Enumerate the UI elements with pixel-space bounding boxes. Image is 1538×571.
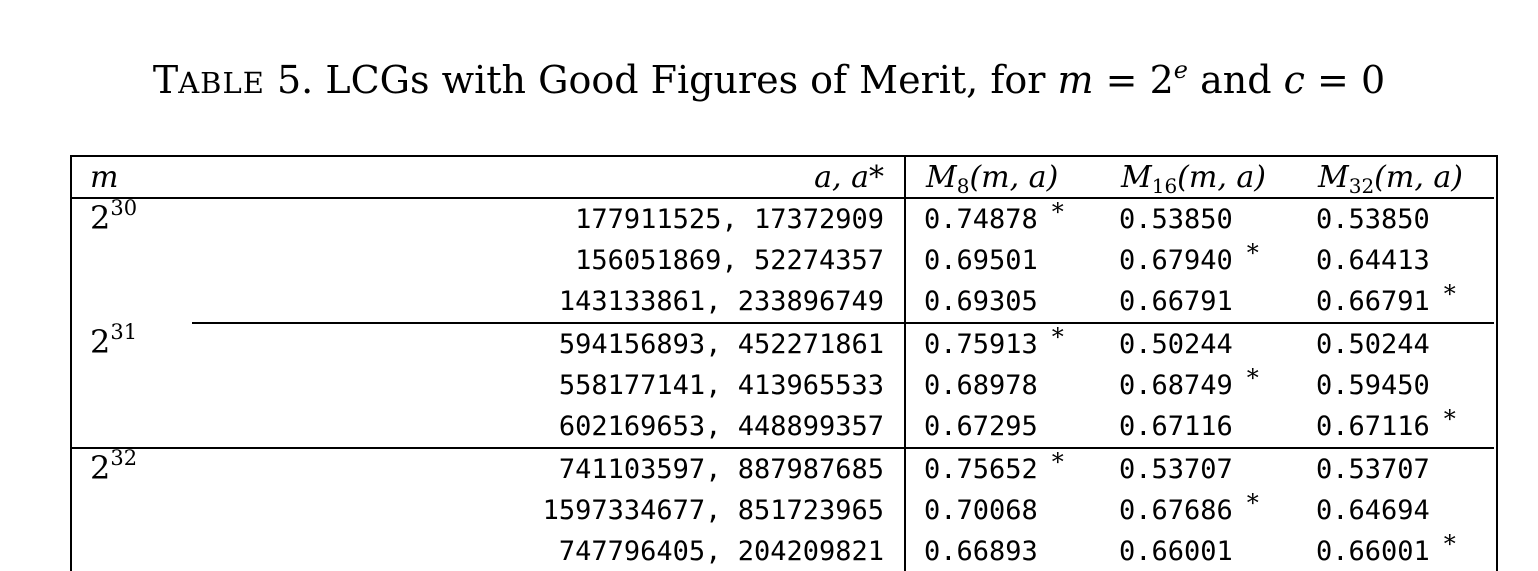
m32-cell: 0.53850 [1316, 204, 1430, 235]
m32-cell: 0.64413 [1316, 245, 1430, 276]
m8-cell: 0.74878 * [924, 198, 1064, 235]
best-star: * [1443, 530, 1456, 558]
m8-cell: 0.75652 * [924, 448, 1064, 485]
table-caption: TABLE 5. LCGs with Good Figures of Merit… [0, 58, 1538, 102]
m16-cell: 0.53707 [1119, 454, 1233, 485]
caption-and: and [1200, 58, 1272, 102]
best-star: * [1051, 198, 1064, 226]
m32-cell: 0.64694 [1316, 495, 1430, 526]
header-m32: M32(m, a) [1298, 157, 1494, 199]
best-star: * [1443, 280, 1456, 308]
modulus-cell: 231 [72, 322, 192, 449]
header-m8: M8(m, a) [905, 157, 1101, 199]
caption-eq1: = 2 [1105, 58, 1174, 102]
caption-exp-e: e [1173, 56, 1188, 84]
best-star: * [1443, 405, 1456, 433]
multiplier-cell: 741103597, 887987685 [192, 448, 906, 490]
lcg-table: m a, a* M8(m, a) M16(m, a) M32(m, a) 230… [72, 157, 1494, 571]
table-row: 747796405, 204209821 0.66893 0.66001 0.6… [72, 530, 1494, 571]
table-row: 602169653, 448899357 0.67295 0.67116 0.6… [72, 405, 1494, 449]
m32-cell: 0.53707 [1316, 454, 1430, 485]
m8-cell: 0.75913 * [924, 323, 1064, 360]
header-a: a, a* [192, 157, 906, 199]
modulus-cell: 232 [72, 448, 192, 571]
best-star: * [1246, 364, 1259, 392]
m32-cell: 0.59450 [1316, 370, 1430, 401]
header-m16: M16(m, a) [1101, 157, 1298, 199]
m32-cell: 0.66001 * [1298, 530, 1494, 571]
m8-cell: 0.70068 [924, 495, 1038, 526]
caption-eq2: = 0 [1317, 58, 1386, 102]
m16-cell: 0.53850 [1119, 204, 1233, 235]
table-row: 1597334677, 851723965 0.70068 0.67686 * 0… [72, 489, 1494, 531]
table-row: 232 741103597, 887987685 0.75652 * 0.5370… [72, 448, 1494, 571]
caption-text: LCGs with Good Figures of Merit, for [325, 58, 1046, 102]
m8-cell: 0.69501 [924, 245, 1038, 276]
table-row: 156051869, 52274357 0.69501 0.67940 * 0.6… [72, 239, 1494, 281]
m16-cell: 0.68749 * [1119, 364, 1259, 401]
best-star: * [1051, 448, 1064, 476]
table-row: 558177141, 413965533 0.68978 0.68749 * 0.… [72, 364, 1494, 406]
m8-cell: 0.67295 [905, 406, 1101, 449]
best-star: * [1051, 323, 1064, 351]
multiplier-cell: 558177141, 413965533 [192, 365, 906, 406]
lcg-table-frame: m a, a* M8(m, a) M16(m, a) M32(m, a) 230… [70, 155, 1498, 571]
caption-number: 5. [276, 58, 314, 102]
caption-var-m: m [1057, 58, 1094, 102]
m16-cell: 0.66001 [1101, 531, 1298, 571]
multiplier-cell: 747796405, 204209821 [192, 531, 906, 571]
multiplier-cell: 156051869, 52274357 [192, 240, 906, 281]
caption-var-c: c [1283, 58, 1305, 102]
multiplier-cell: 177911525, 17372909 [192, 198, 906, 240]
multiplier-cell: 602169653, 448899357 [192, 406, 906, 449]
m8-cell: 0.68978 [924, 370, 1038, 401]
caption-label-rest: ABLE [178, 66, 265, 100]
table-row: 230 177911525, 17372909 0.74878 * 0.53850… [72, 198, 1494, 240]
best-star: * [1246, 239, 1259, 267]
multiplier-cell: 1597334677, 851723965 [192, 490, 906, 531]
m16-cell: 0.50244 [1119, 329, 1233, 360]
m32-cell: 0.67116 * [1298, 405, 1494, 449]
header-row: m a, a* M8(m, a) M16(m, a) M32(m, a) [72, 157, 1494, 199]
modulus-cell: 230 [90, 196, 138, 238]
m16-cell: 0.67116 [1101, 406, 1298, 449]
table-row: 231 594156893, 452271861 0.75913 * 0.5024… [72, 322, 1494, 449]
m8-cell: 0.69305 [905, 281, 1101, 324]
multiplier-cell: 143133861, 233896749 [192, 281, 906, 324]
m16-cell: 0.67940 * [1119, 239, 1259, 276]
m8-cell: 0.66893 [905, 531, 1101, 571]
m16-cell: 0.66791 [1101, 281, 1298, 324]
m32-cell: 0.50244 [1316, 329, 1430, 360]
multiplier-cell: 594156893, 452271861 [192, 323, 906, 365]
m32-cell: 0.66791 * [1298, 280, 1494, 324]
table-row: 143133861, 233896749 0.69305 0.66791 0.6… [72, 280, 1494, 324]
m16-cell: 0.67686 * [1119, 489, 1259, 526]
caption-label-first: T [152, 58, 179, 102]
best-star: * [1246, 489, 1259, 517]
header-m: m [72, 157, 192, 199]
